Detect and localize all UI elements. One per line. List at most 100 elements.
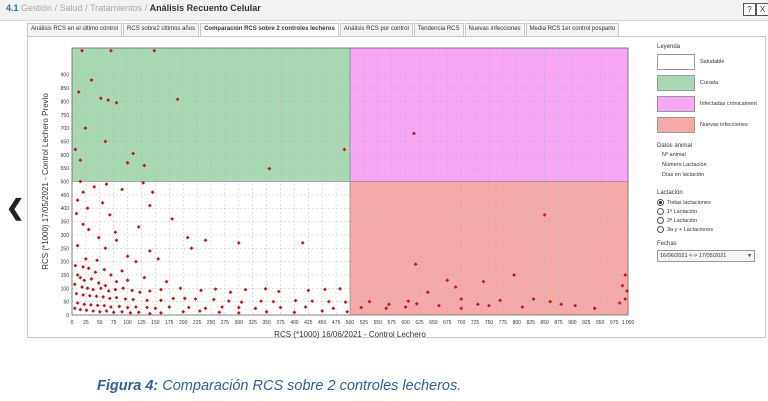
tab-tendencia-rcs[interactable]: Tendencia RCS [413, 23, 464, 36]
data-point [623, 273, 628, 277]
data-point [78, 158, 83, 163]
data-point [345, 309, 350, 314]
data-point [617, 301, 622, 305]
data-point [164, 279, 169, 284]
legend-swatch [657, 95, 695, 112]
page-title: Análisis Recuento Celular [149, 3, 261, 13]
breadcrumb-gestion[interactable]: Gestión [21, 3, 53, 13]
data-point [445, 278, 450, 283]
data-point [106, 98, 111, 102]
legend-item-curada: Curada [657, 74, 762, 91]
data-point [487, 303, 491, 308]
data-point [95, 258, 99, 263]
data-point [481, 279, 486, 284]
data-point [125, 160, 130, 165]
data-point [387, 302, 391, 307]
x-tick-label: 425 [304, 320, 313, 326]
data-point [197, 309, 202, 313]
data-point [171, 296, 176, 301]
legend-label: Saludable [700, 58, 725, 65]
data-point [592, 306, 597, 311]
x-tick-label: 575 [388, 320, 397, 326]
radio-3-lactaciones[interactable]: 3a y + Lactaciones [657, 226, 762, 233]
radio-button[interactable] [657, 199, 664, 206]
data-point [414, 301, 419, 306]
x-tick-label: 300 [235, 320, 244, 326]
module-number: 4.1 [6, 3, 19, 13]
data-point [107, 296, 112, 301]
radio-button[interactable] [657, 217, 664, 224]
x-tick-label: 75 [111, 320, 117, 326]
tab-rcs-por-control[interactable]: Análisis RCS por control [339, 23, 413, 36]
x-tick-label: 600 [401, 320, 410, 326]
data-point [203, 306, 208, 311]
help-button[interactable]: ? [743, 3, 756, 16]
data-point [103, 139, 108, 144]
x-tick-label: 25 [83, 320, 89, 326]
date-range-select[interactable]: 16/06/2021 <-> 17/05/2021 ▼ [657, 250, 755, 262]
tab-comparacion-rcs[interactable]: Comparación RCS sobre 2 controles lecher… [200, 23, 339, 38]
data-point [73, 263, 78, 268]
chevron-down-icon[interactable]: ▼ [747, 253, 752, 259]
x-tick-label: 275 [221, 320, 230, 326]
data-point [159, 310, 163, 315]
legend-label: Nuevas infecciones [700, 121, 748, 128]
x-tick-label: 150 [151, 320, 160, 326]
x-tick-label: 875 [554, 320, 563, 326]
data-point [136, 224, 141, 229]
data-point [83, 126, 88, 130]
data-point [203, 238, 208, 243]
close-button[interactable]: X [756, 3, 768, 16]
data-point [548, 299, 553, 304]
y-tick-label: 550 [61, 166, 70, 172]
tab-rcs-ultimo-control[interactable]: Análisis RCS en el último control [27, 23, 123, 36]
radio-2-lactacion[interactable]: 2ª Lactación [657, 217, 762, 224]
data-point [101, 294, 106, 299]
data-point [228, 290, 233, 295]
data-point [107, 212, 112, 217]
data-point [113, 287, 118, 292]
data-point [131, 151, 136, 156]
data-point [99, 286, 103, 291]
data-point [125, 278, 130, 283]
data-point [86, 227, 91, 232]
tab-bar: Análisis RCS en el último control RCS so… [27, 23, 620, 38]
data-point [323, 287, 327, 292]
radio-1-lactacion[interactable]: 1ª Lactación [657, 208, 762, 215]
chevron-left-icon[interactable]: ❮ [6, 195, 25, 220]
data-point [145, 305, 149, 310]
data-point [167, 305, 172, 309]
data-point [253, 306, 258, 311]
tab-nuevas-infecciones[interactable]: Nuevas infecciones [464, 23, 525, 36]
data-point [384, 306, 389, 311]
data-point [106, 289, 111, 293]
tab-media-rcs-posparto[interactable]: Media RCS 1er control posparto [525, 23, 620, 36]
x-tick-label: 800 [513, 320, 522, 326]
radio-todas-lactaciones[interactable]: Todas lactaciones [657, 199, 762, 206]
breadcrumb-salud[interactable]: Salud / Tratamientos [59, 3, 143, 13]
data-point [76, 90, 81, 94]
y-tick-label: 300 [61, 233, 70, 239]
x-tick-label: 200 [179, 320, 188, 326]
y-tick-label: 750 [61, 113, 70, 119]
radio-button[interactable] [657, 208, 664, 215]
date-range-value: 16/06/2021 <-> 17/05/2021 [660, 253, 727, 259]
radio-button[interactable] [657, 226, 664, 233]
x-tick-label: 900 [568, 320, 577, 326]
data-point [531, 297, 536, 301]
data-point [92, 184, 97, 189]
tab-rcs-2-ultimos-anos[interactable]: RCS sobre2 últimos años [123, 23, 200, 36]
data-point [123, 297, 128, 301]
data-point [91, 309, 96, 313]
data-point [74, 291, 79, 296]
data-point [226, 299, 231, 304]
data-point [303, 305, 308, 309]
radio-label: 1ª Lactación [667, 208, 698, 215]
y-tick-label: 800 [61, 99, 70, 105]
data-point [72, 306, 77, 311]
data-point [186, 305, 191, 310]
data-point [359, 305, 364, 310]
data-point [213, 287, 218, 292]
data-point [74, 211, 79, 216]
x-tick-label: 675 [443, 320, 452, 326]
